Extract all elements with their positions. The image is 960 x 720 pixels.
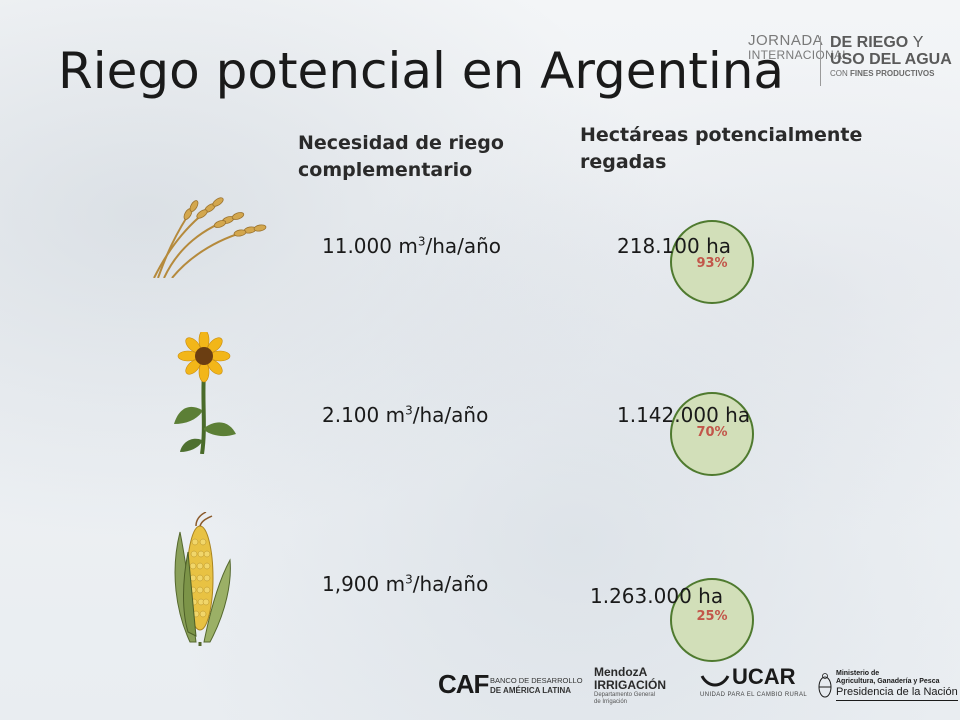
event-logo-right: DE RIEGO Y USO DEL AGUA CON FINES PRODUC… [830, 34, 952, 80]
ucar-mark: UCAR [732, 664, 796, 689]
percent-circle-wheat [670, 220, 754, 304]
percent-label-wheat: 93% [696, 256, 728, 271]
mendoza-sub2: de Irrigación [594, 699, 628, 705]
slide-title: Riego potencial en Argentina [58, 42, 785, 100]
percent-label-sunflower: 70% [696, 425, 728, 440]
event-logo-fines: FINES PRODUCTIVOS [850, 69, 935, 78]
need-value-corn: 1,900 m3/ha/año [322, 572, 489, 596]
ucar-swoosh-icon [700, 675, 730, 687]
percent-label-corn: 25% [696, 609, 728, 624]
mendoza-irrigacion-logo: MendozA IRRIGACIÓN Departamento General … [594, 666, 674, 706]
need-column-header: Necesidad de riego complementario [298, 132, 504, 181]
mendoza-line2: IRRIGACIÓN [594, 678, 666, 692]
need-value-wheat: 11.000 m3/ha/año [322, 234, 502, 258]
footer-logos: CAF BANCO DE DESARROLLO DE AMÉRICA LATIN… [0, 660, 960, 720]
mendoza-line1: MendozA [594, 665, 648, 679]
mendoza-sub1: Departamento General [594, 692, 656, 698]
caf-logo: CAF BANCO DE DESARROLLO DE AMÉRICA LATIN… [438, 669, 583, 701]
area-value-sunflower: 1.142.000 ha [617, 403, 751, 427]
event-logo: JORNADA INTERNACIONAL DE RIEGO Y USO DEL… [748, 32, 952, 90]
area-value-wheat: 218.100 ha [617, 234, 731, 258]
corn-icon [174, 512, 231, 646]
event-logo-jornada: JORNADA [748, 32, 824, 49]
event-logo-uso-del-agua: USO DEL AGUA [830, 51, 952, 68]
event-logo-y: Y [912, 34, 924, 51]
need-value-sunflower: 2.100 m3/ha/año [322, 403, 489, 427]
event-logo-internacional: INTERNACIONAL [748, 48, 850, 62]
percent-circle-corn [670, 578, 754, 662]
caf-mark: CAF [438, 669, 489, 699]
ministerio-logo: Ministerio de Agricultura, Ganadería y P… [818, 670, 958, 710]
event-logo-divider [820, 36, 821, 86]
event-logo-con: CON [830, 69, 848, 78]
coat-of-arms-icon [818, 673, 832, 698]
sunflower-icon [174, 332, 236, 454]
event-logo-left: JORNADA INTERNACIONAL [748, 32, 850, 62]
wheat-icon [153, 197, 267, 278]
area-value-corn: 1.263.000 ha [590, 584, 724, 608]
caf-text: BANCO DE DESARROLLO DE AMÉRICA LATINA [490, 676, 583, 695]
area-column-header: Hectáreas potencialmente regadas [580, 124, 863, 173]
ucar-sub: UNIDAD PARA EL CAMBIO RURAL [700, 692, 808, 698]
ministerio-text: Ministerio de Agricultura, Ganadería y P… [836, 670, 958, 701]
percent-circle-sunflower [670, 392, 754, 476]
event-logo-de-riego: DE RIEGO [830, 34, 909, 51]
